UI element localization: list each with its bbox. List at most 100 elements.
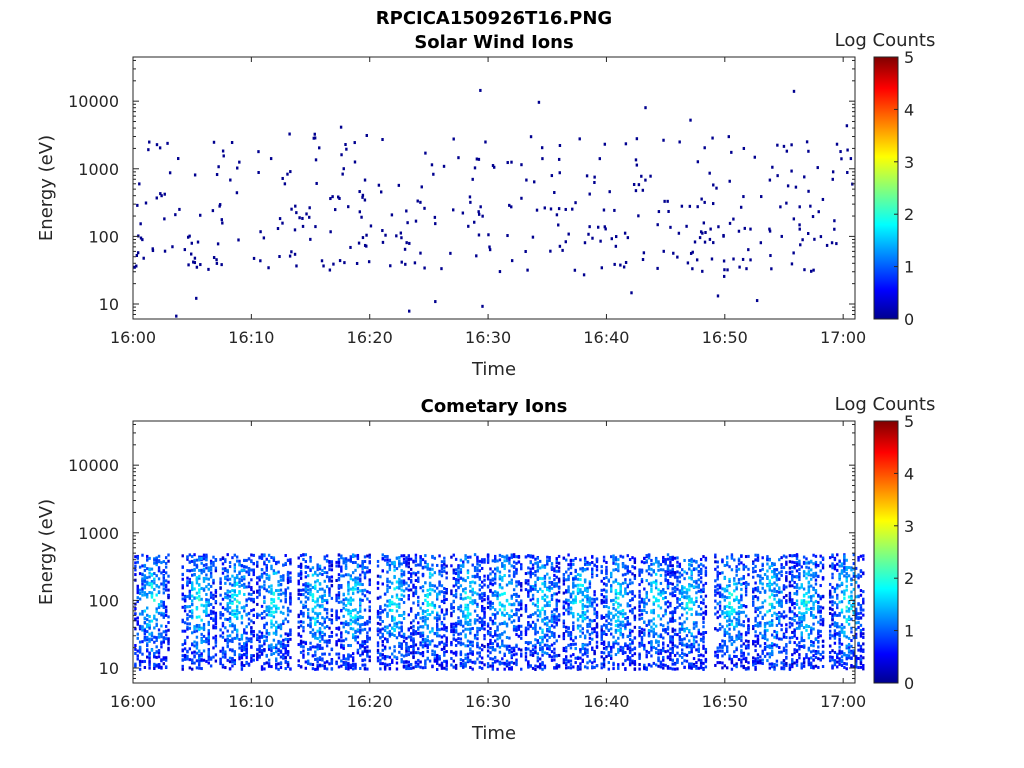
data-cell (569, 607, 573, 611)
data-cell (538, 636, 542, 640)
data-cell (233, 566, 237, 570)
data-cell (436, 613, 439, 617)
data-cell (614, 624, 618, 628)
data-cell (302, 553, 305, 557)
data-cell (347, 656, 350, 660)
data-cell (368, 605, 371, 609)
data-cell (198, 649, 201, 653)
data-cell (237, 238, 240, 242)
data-cell (262, 236, 266, 240)
data-cell (148, 623, 151, 627)
data-cell (340, 153, 343, 157)
data-cell (238, 577, 241, 581)
data-cell (405, 209, 408, 213)
data-cell (450, 630, 453, 634)
data-cell (388, 663, 392, 667)
data-cell (581, 613, 584, 617)
data-cell (214, 599, 218, 603)
data-cell (768, 227, 771, 231)
data-cell (595, 631, 599, 635)
data-cell (400, 554, 403, 558)
data-cell (538, 662, 542, 666)
data-cell (624, 592, 627, 596)
data-cell (459, 664, 463, 668)
data-cell (529, 598, 532, 602)
data-cell (155, 583, 158, 587)
data-cell (479, 88, 482, 92)
data-cell (591, 570, 594, 574)
data-cell (562, 572, 566, 576)
data-cell (155, 143, 159, 147)
data-cell (524, 626, 528, 630)
data-cell (480, 558, 484, 562)
data-cell (576, 583, 580, 587)
data-cell (214, 644, 218, 648)
data-cell (330, 661, 334, 665)
data-cell (250, 578, 253, 582)
data-cell (550, 658, 554, 662)
data-cell (426, 613, 429, 617)
data-cell (524, 609, 528, 613)
data-cell (186, 580, 189, 584)
data-cell (588, 585, 592, 589)
data-cell (260, 652, 264, 656)
data-cell (409, 574, 413, 578)
data-cell (412, 644, 415, 648)
data-cell (228, 634, 232, 638)
data-cell (531, 563, 535, 567)
data-cell (316, 663, 319, 667)
data-cell (383, 665, 387, 669)
data-cell (557, 577, 561, 581)
data-cell (572, 558, 575, 562)
data-cell (445, 591, 448, 595)
data-cell (567, 563, 570, 567)
data-cell (452, 571, 455, 575)
data-cell (739, 205, 743, 209)
data-cell (153, 666, 156, 670)
data-cell (196, 240, 200, 244)
data-cell (209, 575, 213, 579)
data-cell (503, 667, 506, 671)
data-cell (548, 647, 551, 651)
data-cell (135, 253, 139, 257)
data-cell (581, 653, 584, 657)
data-cell (476, 618, 479, 622)
data-cell (369, 224, 373, 228)
data-cell (335, 579, 338, 583)
data-cell (480, 580, 484, 584)
data-cell (272, 569, 276, 573)
data-cell (164, 613, 168, 617)
data-cell (417, 611, 420, 615)
data-cell (557, 590, 561, 594)
data-cell (409, 580, 413, 584)
data-cell (431, 653, 434, 657)
data-cell (409, 666, 413, 670)
data-cell (649, 174, 652, 178)
data-cell (428, 630, 432, 634)
data-cell (471, 644, 474, 648)
data-cell (219, 580, 222, 584)
data-cell (574, 656, 577, 660)
data-cell (531, 587, 535, 591)
data-cell (494, 613, 497, 617)
data-cell (363, 198, 367, 202)
data-cell (548, 556, 551, 560)
data-cell (512, 613, 516, 617)
data-cell (219, 628, 222, 632)
data-cell (356, 648, 360, 652)
data-cell (221, 624, 225, 628)
data-cell (792, 217, 796, 221)
data-cell (607, 628, 611, 632)
data-cell (186, 657, 189, 661)
data-cell (381, 610, 384, 614)
data-cell (155, 563, 158, 567)
data-cell (414, 563, 418, 567)
data-cell (464, 557, 467, 561)
data-cell (200, 586, 203, 590)
data-cell (473, 609, 477, 613)
data-cell (431, 555, 434, 559)
data-cell (479, 205, 482, 209)
data-cell (452, 629, 455, 633)
data-cell (798, 227, 801, 231)
data-cell (619, 627, 622, 631)
